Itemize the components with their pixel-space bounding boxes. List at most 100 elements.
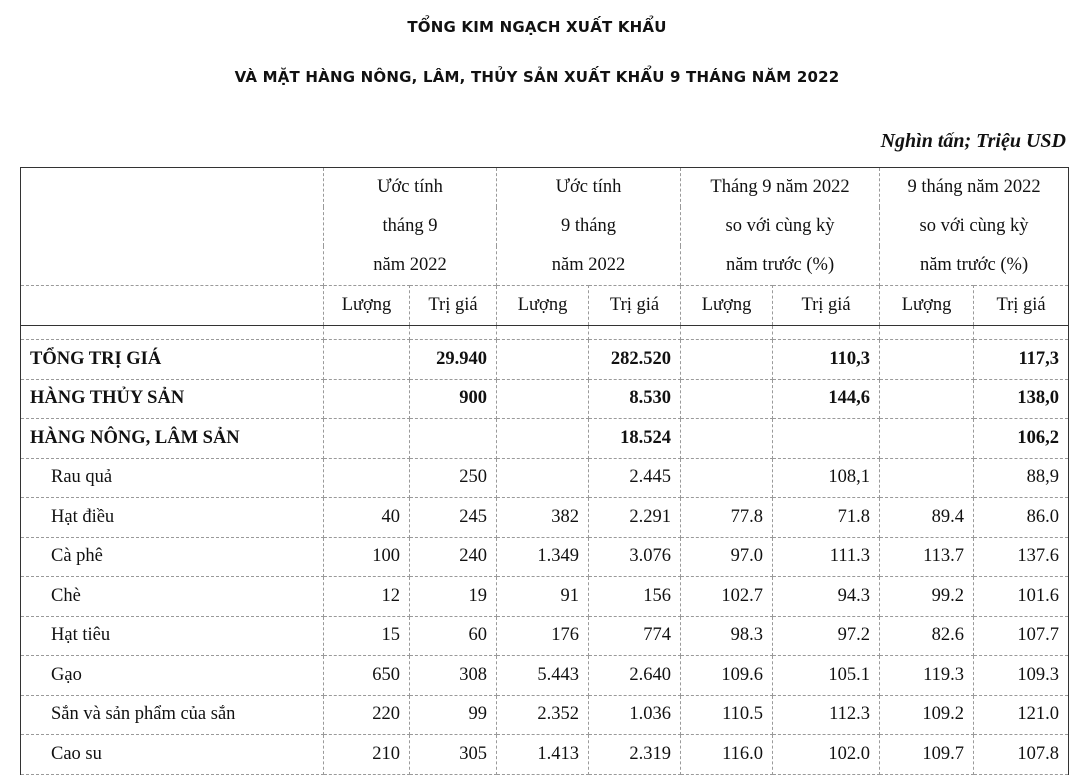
value-cell	[680, 457, 774, 498]
value-cell: 650	[323, 655, 410, 696]
table-row: Cao su 210 305 1.413 2.319 116.0 102.0 109.7 107…	[20, 734, 1070, 775]
value-cell	[323, 378, 410, 419]
value-cell: 1.413	[496, 734, 590, 775]
spacer-row	[20, 325, 1070, 340]
subheader-cell: Lượng	[323, 285, 410, 326]
value-cell: 111.3	[772, 536, 881, 577]
value-cell: 117,3	[973, 339, 1070, 380]
column-group-header: so với cùng kỳ	[879, 207, 1070, 246]
value-cell: 40	[323, 497, 410, 538]
header-row: Ước tính Ước tính Tháng 9 năm 2022 9 tháng …	[20, 167, 1070, 207]
value-cell	[879, 457, 975, 498]
table-row: Sắn và sản phẩm của sắn 220 99 2.352 1.036 11…	[20, 694, 1070, 735]
column-group-header: so với cùng kỳ	[680, 207, 881, 246]
value-cell: 109.7	[879, 734, 975, 775]
row-label: TỔNG TRỊ GIÁ	[20, 339, 324, 380]
value-cell: 2.445	[588, 457, 682, 498]
value-cell: 113.7	[879, 536, 975, 577]
value-cell: 112.3	[772, 694, 881, 735]
value-cell: 91	[496, 576, 590, 617]
value-cell: 15	[323, 615, 410, 656]
header-row: năm 2022 năm 2022 năm trước (%) năm trước (…	[20, 246, 1070, 286]
value-cell: 382	[496, 497, 590, 538]
value-cell: 71.8	[772, 497, 881, 538]
column-group-header: Ước tính	[322, 167, 498, 207]
value-cell: 900	[408, 378, 498, 419]
value-cell	[879, 339, 975, 380]
value-cell: 2.319	[588, 734, 682, 775]
value-cell: 220	[323, 694, 410, 735]
value-cell: 19	[408, 576, 498, 617]
value-cell: 250	[408, 457, 498, 498]
value-cell: 97.0	[680, 536, 774, 577]
header-label-cell	[20, 167, 324, 207]
value-cell	[680, 378, 774, 419]
value-cell: 106,2	[973, 418, 1070, 459]
value-cell: 245	[408, 497, 498, 538]
subheader-cell: Lượng	[496, 285, 590, 326]
value-cell: 110,3	[772, 339, 881, 380]
value-cell: 108,1	[772, 457, 881, 498]
value-cell: 119.3	[879, 655, 975, 696]
value-cell: 109.3	[973, 655, 1070, 696]
value-cell: 210	[323, 734, 410, 775]
value-cell: 1.036	[588, 694, 682, 735]
value-cell: 18.524	[588, 418, 682, 459]
value-cell: 105.1	[772, 655, 881, 696]
row-label: Cà phê	[20, 536, 324, 577]
value-cell	[496, 418, 590, 459]
subheader-cell: Lượng	[879, 285, 975, 326]
value-cell: 5.443	[496, 655, 590, 696]
value-cell	[680, 418, 774, 459]
value-cell: 60	[408, 615, 498, 656]
row-label: Sắn và sản phẩm của sắn	[20, 694, 324, 735]
value-cell: 2.291	[588, 497, 682, 538]
value-cell	[323, 418, 410, 459]
row-label: Hạt tiêu	[20, 615, 324, 656]
value-cell: 8.530	[588, 378, 682, 419]
header-label-cell	[20, 207, 324, 246]
value-cell: 88,9	[973, 457, 1070, 498]
value-cell: 107.7	[973, 615, 1070, 656]
document-subtitle: VÀ MẶT HÀNG NÔNG, LÂM, THỦY SẢN XUẤT KHẨ…	[234, 68, 840, 86]
column-group-header: tháng 9	[322, 207, 498, 246]
value-cell	[879, 378, 975, 419]
row-label: Gạo	[20, 655, 324, 696]
column-group-header: năm 2022	[496, 246, 682, 286]
value-cell: 107.8	[973, 734, 1070, 775]
table-row: HÀNG THỦY SẢN 900 8.530 144,6 138,0	[20, 378, 1070, 419]
column-group-header: năm trước (%)	[879, 246, 1070, 286]
value-cell: 116.0	[680, 734, 774, 775]
row-label: HÀNG NÔNG, LÂM SẢN	[20, 418, 324, 459]
table-row: TỔNG TRỊ GIÁ 29.940 282.520 110,3 117,3	[20, 339, 1070, 380]
value-cell: 176	[496, 615, 590, 656]
subheader-cell: Trị giá	[588, 285, 682, 326]
subheader-cell: Trị giá	[973, 285, 1070, 326]
table-row: Hạt tiêu 15 60 176 774 98.3 97.2 82.6 107.7	[20, 615, 1070, 656]
value-cell: 3.076	[588, 536, 682, 577]
value-cell: 97.2	[772, 615, 881, 656]
value-cell	[879, 418, 975, 459]
subheader-row: Lượng Trị giá Lượng Trị giá Lượng Trị giá Lượn…	[20, 285, 1070, 326]
value-cell	[496, 339, 590, 380]
column-group-header: Tháng 9 năm 2022	[680, 167, 881, 207]
value-cell	[772, 418, 881, 459]
table-row: Hạt điều 40 245 382 2.291 77.8 71.8 89.4 86.0	[20, 497, 1070, 538]
column-group-header: năm 2022	[322, 246, 498, 286]
value-cell: 12	[323, 576, 410, 617]
header-label-cell	[20, 246, 324, 286]
value-cell: 99	[408, 694, 498, 735]
row-label: HÀNG THỦY SẢN	[20, 378, 324, 419]
header-label-cell	[20, 285, 324, 326]
unit-note: Nghìn tấn; Triệu USD	[880, 130, 1066, 152]
row-label: Cao su	[20, 734, 324, 775]
value-cell: 98.3	[680, 615, 774, 656]
value-cell	[323, 339, 410, 380]
value-cell: 94.3	[772, 576, 881, 617]
value-cell: 86.0	[973, 497, 1070, 538]
table-row: HÀNG NÔNG, LÂM SẢN 18.524 106,2	[20, 418, 1070, 459]
value-cell: 109.2	[879, 694, 975, 735]
value-cell: 240	[408, 536, 498, 577]
value-cell	[323, 457, 410, 498]
value-cell: 2.352	[496, 694, 590, 735]
